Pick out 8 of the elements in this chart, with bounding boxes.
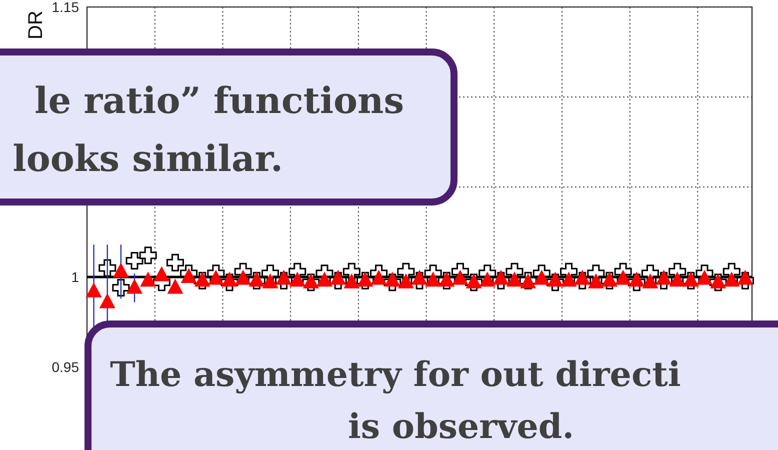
text: is observed. — [348, 407, 574, 447]
annotation: looks similar. — [12, 138, 283, 180]
annotation: The asymmetry for out directi — [110, 355, 681, 395]
y-tick-label: 1 — [71, 268, 80, 285]
y-tick-label: 1.15 — [52, 0, 80, 15]
y-tick-label: 0.95 — [52, 358, 80, 375]
annotation: le ratio” functions — [34, 80, 404, 122]
y-axis-title: DR — [25, 10, 47, 40]
